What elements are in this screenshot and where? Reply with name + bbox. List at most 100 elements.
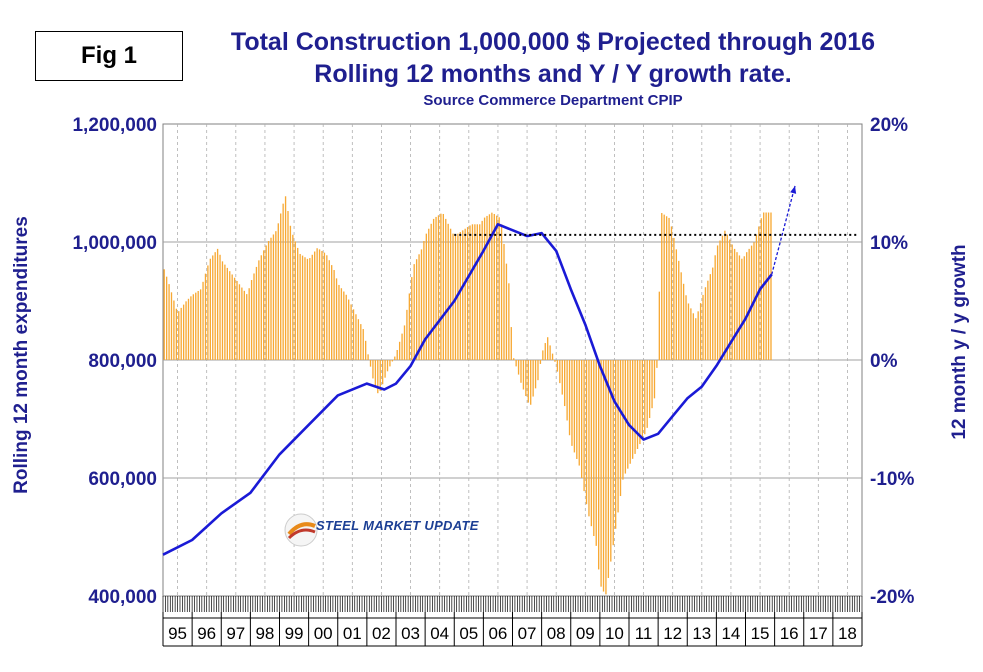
growth-bar [702, 294, 704, 360]
growth-bar [314, 251, 316, 360]
growth-bar [243, 290, 245, 360]
growth-bar [326, 255, 328, 360]
growth-bar [600, 360, 602, 587]
growth-bars [163, 196, 772, 595]
growth-bar [491, 212, 493, 360]
growth-bar [199, 289, 202, 360]
growth-bar [466, 227, 469, 360]
growth-bar [746, 252, 748, 360]
growth-bar [304, 257, 306, 360]
growth-bar [258, 260, 260, 360]
growth-bar [335, 278, 338, 360]
growth-bar [221, 261, 224, 360]
growth-bar [214, 252, 216, 360]
growth-bar [610, 360, 612, 562]
x-tick-label: 99 [285, 624, 304, 643]
growth-bar [445, 218, 447, 360]
growth-bar [607, 360, 610, 578]
x-tick-label: 98 [255, 624, 274, 643]
growth-bar [476, 224, 478, 360]
growth-bar [500, 224, 503, 360]
x-tick-label: 02 [372, 624, 391, 643]
growth-bar [418, 254, 420, 360]
growth-bar [192, 294, 195, 360]
left-tick-label: 800,000 [88, 351, 157, 372]
growth-bar [321, 251, 323, 360]
growth-bar [420, 249, 423, 360]
grid-layer [162, 123, 863, 597]
growth-bar [178, 311, 180, 360]
right-tick-label: 20% [870, 115, 908, 136]
growth-bar [411, 277, 413, 360]
growth-bar [699, 303, 702, 360]
right-tick-label: -10% [870, 469, 914, 490]
growth-bar [379, 360, 381, 391]
growth-bar [168, 284, 170, 360]
growth-bar [595, 360, 597, 546]
growth-bar [355, 314, 357, 360]
growth-bar [648, 360, 651, 419]
growth-bar [741, 258, 743, 360]
growth-bar [190, 296, 192, 360]
growth-bar [406, 309, 408, 360]
right-tick-label: 10% [870, 233, 908, 254]
growth-bar [233, 277, 236, 360]
growth-bar [428, 228, 430, 360]
growth-bar [449, 228, 452, 360]
axis-layer: 400,000 600,000 800,000 1,000,000 1,200,000 -… [72, 115, 914, 647]
growth-bar [530, 360, 532, 405]
growth-bar [328, 260, 330, 360]
growth-bar [547, 337, 549, 360]
growth-bar [559, 360, 561, 384]
growth-bar [697, 311, 699, 360]
x-tick-label: 12 [663, 624, 682, 643]
steel-market-update-logo [284, 513, 318, 547]
growth-bar [520, 360, 522, 383]
x-tick-label: 14 [721, 624, 740, 643]
growth-bar [350, 304, 352, 360]
chart-subtitle: Rolling 12 months and Y / Y growth rate. [314, 60, 792, 88]
growth-bar [311, 254, 313, 360]
growth-bar [435, 216, 437, 360]
projection-arrowhead [790, 185, 797, 194]
growth-bar [272, 234, 275, 360]
growth-bar [364, 340, 367, 360]
growth-bar [202, 281, 204, 360]
growth-bar [180, 307, 182, 360]
growth-bar [605, 360, 607, 595]
x-tick-label: 11 [635, 624, 653, 643]
chart-title: Total Construction 1,000,000 $ Projected… [230, 28, 876, 56]
x-tick-label: 97 [226, 624, 245, 643]
growth-bar [496, 215, 498, 360]
growth-bar [318, 249, 321, 360]
growth-bar [284, 196, 287, 360]
growth-bar [352, 309, 355, 360]
growth-bar [612, 360, 614, 546]
x-tick-label: 07 [518, 624, 537, 643]
growth-bar [619, 360, 622, 497]
growth-bar [685, 295, 687, 360]
growth-bar [493, 213, 495, 360]
growth-bar [675, 249, 677, 360]
growth-bar [253, 273, 255, 360]
growth-bar [432, 218, 435, 360]
growth-bar [513, 358, 515, 360]
growth-bar [583, 360, 585, 492]
growth-bar [442, 213, 444, 360]
growth-bar [292, 234, 294, 360]
growth-bar [750, 245, 753, 360]
growth-bar [503, 243, 505, 360]
growth-bar [374, 360, 377, 386]
growth-bar [362, 329, 364, 360]
growth-bar [345, 294, 347, 360]
growth-bar [394, 356, 396, 360]
growth-bar [670, 226, 673, 360]
growth-bar [627, 360, 629, 469]
growth-bar [668, 217, 670, 360]
growth-bar [226, 267, 228, 360]
growth-bar [714, 255, 716, 360]
x-tick-label: 08 [547, 624, 566, 643]
growth-bar [231, 274, 233, 360]
x-tick-label: 13 [692, 624, 711, 643]
growth-bar [437, 215, 440, 360]
